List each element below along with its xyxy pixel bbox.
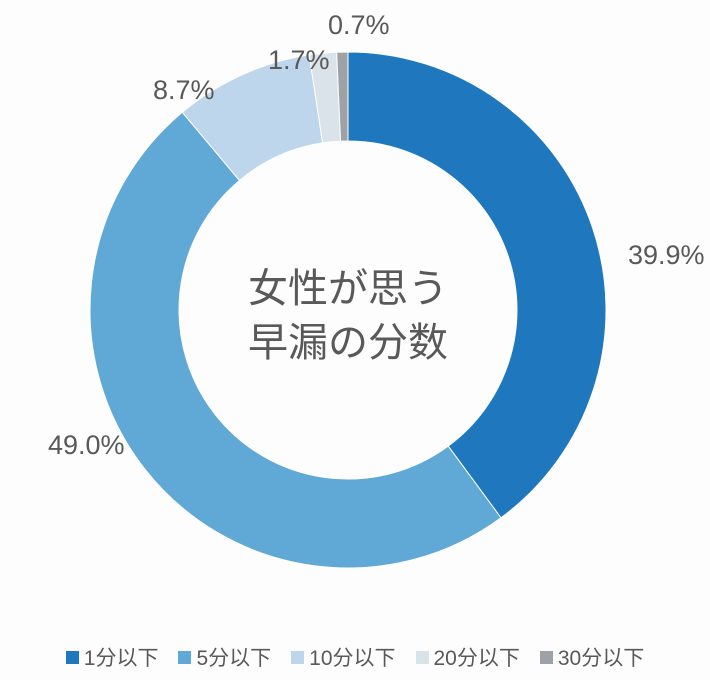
legend-label: 1分以下 (84, 642, 159, 672)
legend-item: 20分以下 (416, 642, 520, 672)
donut-slice (90, 112, 501, 568)
legend-label: 30分以下 (558, 642, 644, 672)
legend: 1分以下 5分以下 10分以下 20分以下 30分以下 (0, 642, 710, 672)
legend-swatch (540, 651, 553, 664)
donut-chart: 女性が思う 早漏の分数 39.9%49.0%8.7%1.7%0.7% (0, 0, 710, 625)
legend-item: 1分以下 (66, 642, 159, 672)
legend-item: 10分以下 (291, 642, 395, 672)
legend-swatch (291, 651, 304, 664)
legend-swatch (66, 651, 79, 664)
legend-item: 30分以下 (540, 642, 644, 672)
donut-slice (348, 52, 606, 518)
legend-swatch (416, 651, 429, 664)
legend-swatch (178, 651, 191, 664)
legend-item: 5分以下 (178, 642, 271, 672)
legend-label: 20分以下 (434, 642, 520, 672)
legend-label: 5分以下 (196, 642, 271, 672)
legend-label: 10分以下 (309, 642, 395, 672)
